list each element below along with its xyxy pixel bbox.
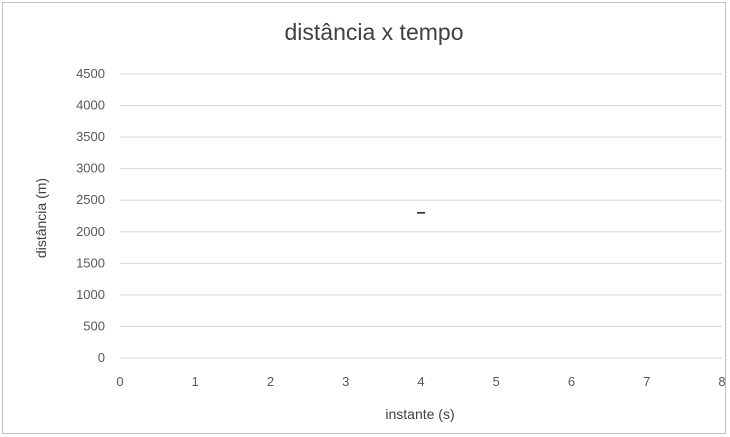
y-tick-label: 3000 (76, 161, 105, 176)
y-tick-label: 0 (98, 350, 105, 365)
x-tick-label: 1 (192, 374, 199, 389)
gridlines (120, 74, 722, 358)
x-tick-label: 4 (417, 374, 424, 389)
y-tick-label: 3500 (76, 129, 105, 144)
x-tick-label: 5 (493, 374, 500, 389)
y-axis-title: distância (m) (33, 178, 49, 258)
y-tick-label: 4000 (76, 98, 105, 113)
y-tick-label: 1000 (76, 287, 105, 302)
x-tick-labels: 0 1 2 3 4 5 6 7 8 (116, 374, 725, 389)
y-tick-label: 500 (83, 318, 105, 333)
x-tick-label: 3 (342, 374, 349, 389)
x-tick-label: 0 (116, 374, 123, 389)
y-tick-label: 1500 (76, 255, 105, 270)
x-tick-label: 2 (267, 374, 274, 389)
y-tick-label: 2000 (76, 224, 105, 239)
x-tick-label: 7 (643, 374, 650, 389)
x-axis-title: instante (s) (385, 406, 454, 422)
x-tick-label: 6 (568, 374, 575, 389)
y-tick-labels: 0 500 1000 1500 2000 2500 3000 3500 4000 4500 (76, 66, 105, 365)
chart-title: distância x tempo (285, 19, 464, 45)
y-tick-label: 2500 (76, 192, 105, 207)
x-tick-label: 8 (718, 374, 725, 389)
y-tick-label: 4500 (76, 66, 105, 81)
